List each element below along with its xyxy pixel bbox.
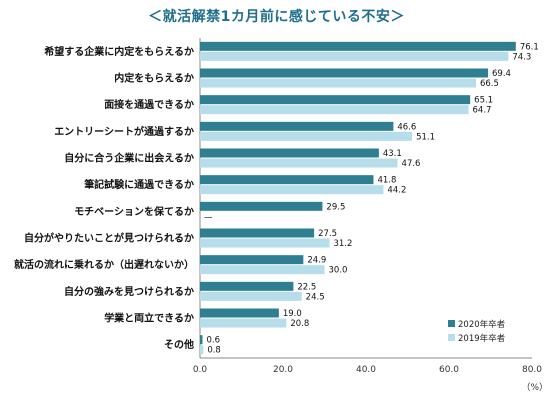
- data-label: 0.8: [207, 346, 221, 356]
- data-label: 41.8: [377, 176, 396, 186]
- data-label: 24.9: [307, 256, 326, 266]
- category-label: 自分に合う企業に出会えるか: [64, 152, 194, 165]
- data-label: 24.5: [306, 292, 325, 302]
- bar-series1: [200, 121, 394, 131]
- bar-series2: [200, 131, 413, 141]
- legend-label: 2019年卒者: [458, 333, 506, 344]
- bar-series2: [200, 185, 384, 195]
- x-tick-label: 0.0: [193, 365, 208, 375]
- data-label: 46.6: [397, 122, 416, 132]
- data-label: 22.5: [297, 282, 316, 292]
- data-label: 51.1: [416, 132, 435, 142]
- data-label: 29.5: [326, 202, 345, 212]
- data-label: 20.8: [290, 319, 309, 329]
- category-label: エントリーシートが通過するか: [54, 125, 194, 138]
- data-label: 19.0: [283, 309, 302, 319]
- data-label: 27.5: [318, 229, 337, 239]
- x-unit-label: （%）: [521, 382, 548, 393]
- bar-series1: [200, 95, 471, 105]
- bar-series1: [200, 228, 315, 238]
- x-tick-label: 20.0: [273, 365, 293, 375]
- category-label: 面接を通過できるか: [104, 98, 194, 111]
- bar-series2: [200, 105, 469, 115]
- category-label: 内定をもらえるか: [114, 72, 194, 85]
- bar-series1: [200, 281, 294, 291]
- data-label: 47.6: [402, 159, 421, 169]
- data-label: 69.4: [492, 69, 511, 79]
- data-label: 30.0: [329, 266, 348, 276]
- bar-series2: [200, 78, 476, 88]
- category-label: 自分がやりたいことが見つけられるか: [24, 232, 194, 245]
- bar-series1: [200, 175, 374, 185]
- bar-series2: [200, 318, 287, 328]
- bar-series1: [200, 41, 516, 51]
- legend-swatch: [448, 320, 455, 327]
- x-tick-label: 80.0: [522, 365, 542, 375]
- data-label: —: [204, 212, 213, 222]
- data-label: 64.7: [473, 106, 492, 116]
- data-label: 31.2: [333, 239, 352, 249]
- bar-series2: [200, 265, 325, 275]
- category-label: 希望する企業に内定をもらえるか: [43, 45, 194, 58]
- legend-swatch: [448, 334, 455, 341]
- category-label: 学業と両立できるか: [104, 312, 194, 325]
- legend-label: 2020年卒者: [458, 319, 506, 330]
- category-label: 自分の強みを見つけられるか: [64, 285, 194, 298]
- data-label: 44.2: [387, 186, 406, 196]
- data-label: 65.1: [474, 96, 493, 106]
- category-label: 就活の流れに乗れるか（出遅れないか）: [14, 258, 194, 271]
- bar-series2: [200, 291, 302, 301]
- bar-series2: [200, 158, 398, 168]
- bar-series1: [200, 68, 489, 78]
- category-label: 筆記試験に通過できるか: [84, 178, 194, 191]
- bar-series2: [200, 238, 330, 248]
- bar-series1: [200, 148, 379, 158]
- bar-series2: [200, 51, 509, 61]
- bar-series1: [200, 201, 323, 211]
- data-label: 74.3: [512, 52, 531, 62]
- bar-series1: [200, 335, 203, 345]
- x-tick-label: 60.0: [439, 365, 459, 375]
- category-label: モチベーションを保てるか: [74, 205, 194, 218]
- data-label: 76.1: [520, 42, 539, 52]
- bar-series1: [200, 308, 279, 318]
- data-label: 43.1: [383, 149, 402, 159]
- category-label: その他: [164, 338, 194, 351]
- bar-series1: [200, 255, 304, 265]
- data-label: 0.6: [206, 336, 220, 346]
- data-label: 66.5: [480, 79, 499, 89]
- chart-title: ＜就活解禁1カ月前に感じている不安＞: [148, 9, 405, 25]
- bar-series2: [200, 345, 204, 355]
- x-tick-label: 40.0: [356, 365, 376, 375]
